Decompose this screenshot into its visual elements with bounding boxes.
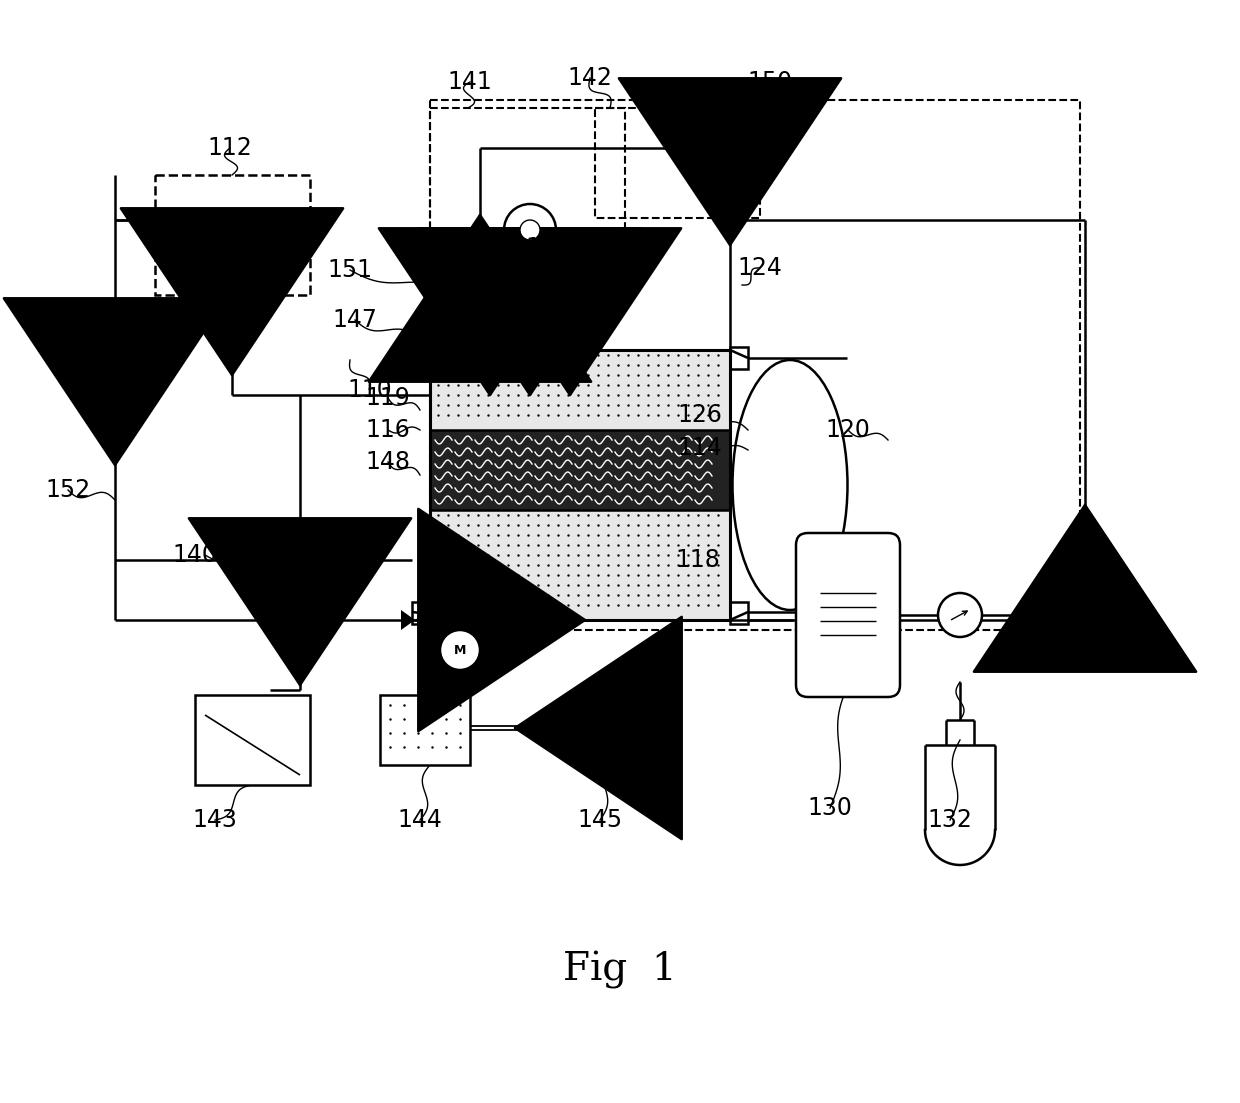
Bar (430, 100, 1080, 630)
Text: 134: 134 (593, 236, 637, 260)
Bar (730, 602, 748, 624)
Bar (430, 510, 730, 620)
Bar (430, 108, 625, 233)
Text: 116: 116 (366, 418, 410, 442)
Text: 119: 119 (366, 386, 410, 410)
Text: 130: 130 (807, 796, 852, 820)
Text: 145: 145 (578, 808, 622, 832)
Circle shape (520, 219, 539, 240)
Bar (412, 347, 430, 370)
Text: 110: 110 (347, 378, 392, 401)
Text: 124: 124 (738, 256, 782, 280)
Text: 141: 141 (448, 69, 492, 94)
Bar (195, 695, 310, 785)
Text: Fig  1: Fig 1 (563, 951, 677, 989)
Text: 120: 120 (826, 418, 870, 442)
Bar (430, 430, 730, 510)
Circle shape (440, 630, 480, 670)
Text: 142: 142 (568, 66, 613, 90)
Text: 114: 114 (677, 436, 723, 460)
Bar (430, 350, 730, 620)
Text: 122: 122 (526, 236, 570, 260)
FancyBboxPatch shape (796, 533, 900, 697)
Text: 126: 126 (677, 403, 723, 427)
Text: 118: 118 (676, 548, 720, 572)
Ellipse shape (733, 360, 847, 610)
Text: 152: 152 (46, 478, 91, 502)
Text: 140: 140 (172, 543, 217, 567)
Polygon shape (401, 610, 415, 630)
Bar (595, 108, 760, 218)
Circle shape (937, 593, 982, 638)
Polygon shape (281, 542, 317, 578)
Bar (578, 690, 606, 720)
Text: 112: 112 (207, 136, 253, 160)
Bar (430, 350, 730, 430)
Text: M: M (454, 644, 466, 657)
Circle shape (503, 204, 556, 256)
Text: 151: 151 (327, 258, 372, 282)
Polygon shape (415, 610, 429, 630)
Text: 148: 148 (366, 450, 410, 474)
Bar (412, 602, 430, 624)
Text: 143: 143 (192, 808, 237, 832)
Circle shape (330, 540, 370, 580)
Text: 150: 150 (748, 69, 792, 94)
Bar (155, 175, 310, 295)
Text: 132: 132 (928, 808, 972, 832)
Bar (379, 695, 470, 765)
Text: 144: 144 (398, 808, 443, 832)
Polygon shape (590, 700, 635, 754)
Text: 147: 147 (332, 308, 377, 332)
Bar (730, 347, 748, 370)
